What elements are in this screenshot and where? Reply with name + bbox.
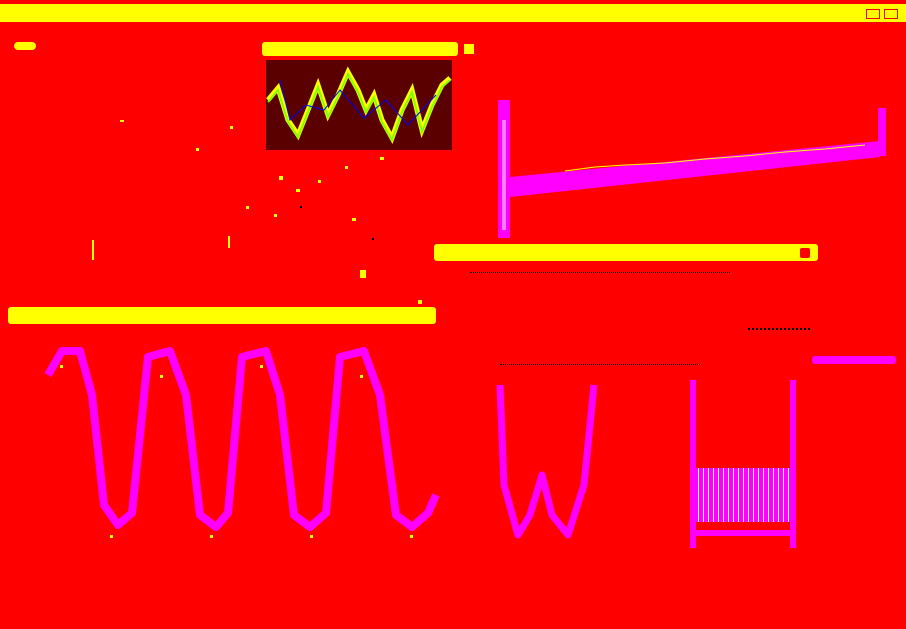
controls-window-frame [688, 380, 800, 550]
window-menu-icon[interactable] [10, 8, 20, 18]
ramp-window-right-marker [878, 108, 886, 156]
scope-trace [266, 66, 452, 145]
controls-baseline [694, 530, 792, 536]
scope-display [266, 60, 452, 150]
scope-window-close-icon[interactable] [464, 44, 474, 54]
controls-left-rail [690, 380, 696, 548]
info-row-2 [748, 328, 810, 332]
controls-right-rail [790, 380, 796, 548]
dot-icon [14, 42, 36, 50]
close-button[interactable] [884, 9, 898, 19]
arrow-up-icon[interactable] [812, 356, 896, 364]
ramp-window-close-icon[interactable] [800, 248, 810, 258]
info-row-1 [470, 272, 730, 275]
main-title-bar[interactable] [0, 4, 906, 22]
ramp-trace [510, 141, 880, 197]
wave-trace [44, 347, 440, 538]
ramp-window-title-bar[interactable] [434, 244, 818, 261]
ramp-window-marker-inner [502, 120, 506, 230]
minimize-button[interactable] [866, 9, 880, 19]
wave-trace-2 [496, 384, 598, 539]
controls-level-block [694, 468, 792, 522]
wave-window-title-bar[interactable] [8, 307, 436, 324]
scope-window-title-bar[interactable] [262, 42, 458, 56]
info-row-3 [500, 364, 700, 367]
